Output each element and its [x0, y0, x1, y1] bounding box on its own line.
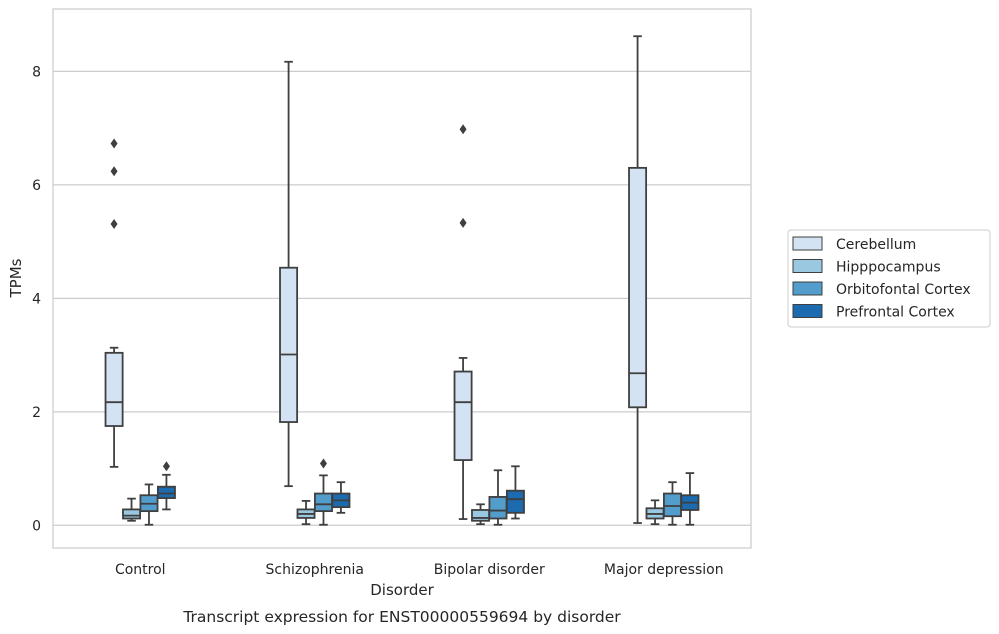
- box-iqr: [104, 351, 124, 427]
- legend-label: Orbitofontal Cortex: [836, 282, 971, 298]
- outlier-point: [319, 458, 327, 469]
- box-0-1: [122, 497, 141, 522]
- box-1-1: [296, 500, 316, 526]
- box-iqr: [663, 492, 682, 518]
- y-tick-label: 6: [32, 178, 41, 194]
- x-tick-label: Schizophrenia: [266, 562, 364, 578]
- legend-swatch: [792, 259, 823, 273]
- box-iqr: [471, 509, 490, 522]
- box-iqr: [505, 489, 525, 514]
- box-2-1: [471, 503, 490, 526]
- x-tick-label: Major depression: [604, 562, 724, 578]
- plot-area-frame: [52, 8, 752, 549]
- chart-title: Transcript expression for ENST0000055969…: [182, 608, 621, 626]
- y-tick-label: 8: [32, 64, 41, 80]
- outlier-point: [459, 217, 467, 228]
- x-tick-label: Bipolar disorder: [434, 562, 545, 578]
- box-2-3: [505, 465, 525, 520]
- outlier-point: [110, 138, 118, 149]
- box-iqr: [122, 508, 141, 520]
- y-axis-label: TPMs: [7, 258, 25, 298]
- box-iqr: [453, 370, 473, 461]
- x-tick-labels: Control Schizophrenia Bipolar disorder Majo…: [115, 562, 724, 578]
- legend-label: Prefrontal Cortex: [836, 305, 955, 321]
- y-tick-label: 4: [32, 291, 41, 307]
- box-iqr: [279, 266, 299, 423]
- box-2-0: [453, 124, 473, 520]
- outlier-point: [162, 461, 170, 472]
- y-tick-label: 0: [32, 518, 41, 534]
- legend-frame: [787, 229, 991, 328]
- legend-swatch: [792, 304, 823, 318]
- box-0-3: [156, 461, 176, 511]
- box-3-1: [645, 499, 665, 526]
- x-axis-label: Disorder: [370, 581, 434, 599]
- x-tick-label: Control: [115, 562, 166, 578]
- y-tick-label: 2: [32, 405, 41, 421]
- box-groups: [104, 35, 700, 526]
- box-iqr: [628, 166, 648, 409]
- box-0-0: [104, 138, 124, 468]
- box-1-0: [279, 60, 299, 488]
- legend-swatch: [792, 236, 823, 251]
- box-1-2: [314, 458, 333, 526]
- box-1-3: [331, 481, 351, 514]
- y-tick-labels: 0 2 4 6 8: [32, 64, 41, 534]
- box-3-2: [663, 481, 682, 526]
- box-2-2: [488, 469, 508, 526]
- legend-swatch: [792, 281, 823, 296]
- legend: Cerebellum Hipppocampus Orbitofontal Corte…: [787, 229, 991, 328]
- box-iqr: [488, 496, 508, 520]
- box-3-3: [680, 472, 700, 526]
- box-iqr: [156, 485, 176, 499]
- outlier-point: [459, 124, 467, 135]
- box-3-0: [628, 35, 648, 524]
- outlier-point: [110, 219, 118, 230]
- box-iqr: [314, 492, 333, 513]
- box-0-2: [139, 483, 159, 526]
- legend-label: Cerebellum: [836, 237, 916, 253]
- legend-label: Hipppocampus: [836, 260, 941, 276]
- outlier-point: [110, 166, 118, 177]
